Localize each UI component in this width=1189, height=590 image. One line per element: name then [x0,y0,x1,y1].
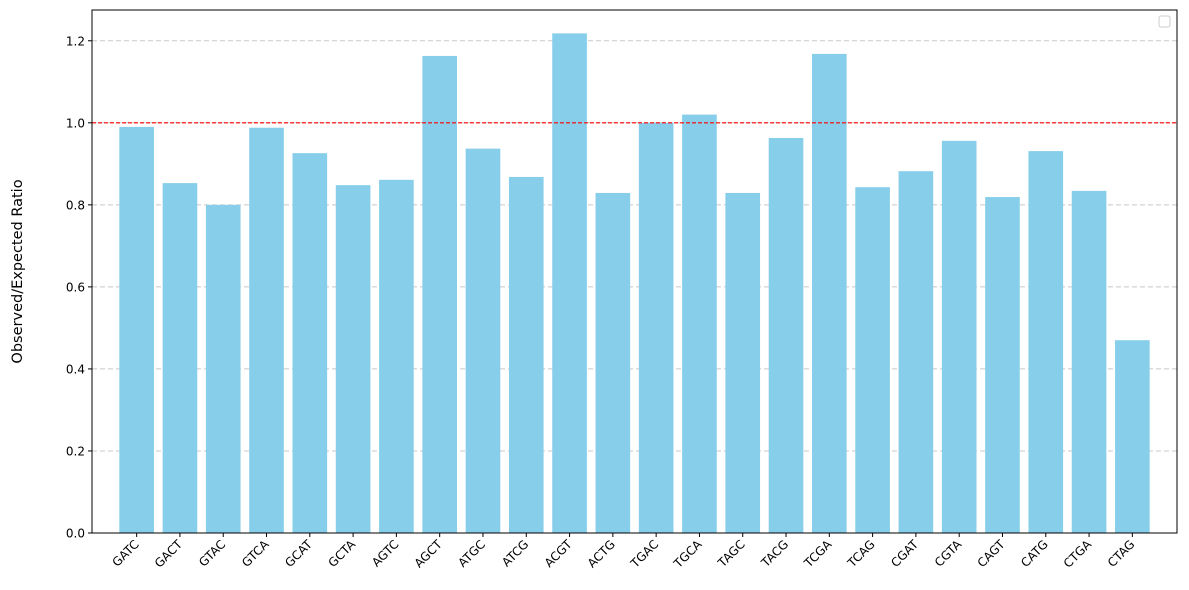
y-tick-label: 1.0 [66,116,85,130]
x-tick-label: AGTC [369,537,401,569]
x-tick-label: ACGT [542,537,575,570]
bar-actg [595,192,631,533]
x-tick-label: GCAT [282,537,315,570]
bar-agct [422,55,458,534]
y-tick-label: 0.4 [66,362,85,376]
x-tick-label: TGCA [670,537,705,572]
x-tick-label: ACTG [585,537,618,570]
bar-gact [162,183,198,534]
x-tick-label: TCAG [844,537,877,570]
x-tick-label: CGAT [888,537,921,570]
bar-catg [1028,151,1064,533]
x-tick-label: AGCT [412,537,446,571]
bar-gcat [292,153,328,533]
x-tick-label: GCTA [325,537,358,570]
x-tick-label: TACG [758,537,791,570]
y-axis-label: Observed/Expected Ratio [10,179,26,363]
x-tick-label: GTAC [196,537,228,569]
bar-atcg [508,176,544,533]
bar-gatc [119,126,154,533]
x-tick-label: TAGC [715,537,748,570]
bar-tgca [682,114,717,533]
bar-tcag [855,187,890,533]
plot-frame [91,9,1178,534]
bar-atgc [465,148,501,533]
x-tick-label: CGTA [932,537,965,570]
x-tick-label: CAGT [975,537,1008,570]
bar-cgat [898,171,934,533]
bar-tgac [638,122,674,533]
x-tick-label: GATC [110,537,142,569]
x-tick-label: TGAC [627,537,661,571]
x-tick-label: TCGA [801,537,835,571]
bar-gtac [205,204,241,533]
y-tick-label: 0.0 [66,527,85,541]
bar-tacg [768,137,804,533]
y-tick-label: 1.2 [66,34,85,48]
x-axis-ticks: GATC GACT GTAC GTCA GCAT GCTA AGTC AGCT ATGC ATCG… [110,533,1138,572]
bar-ctga [1071,190,1107,533]
x-tick-label: GACT [152,537,186,571]
bar-gcta [335,185,371,533]
x-tick-label: CTGA [1061,537,1095,571]
bar-cgta [941,140,977,534]
x-tick-label: ATGC [455,537,488,570]
y-tick-label: 0.2 [66,444,85,458]
y-tick-label: 0.6 [66,280,85,294]
x-tick-label: ATCG [499,537,531,569]
x-tick-label: CATG [1018,537,1051,570]
legend-box [1158,15,1171,28]
bar-agtc [379,179,414,534]
x-tick-label: CTAG [1105,537,1138,570]
bar-ctag [1115,340,1150,533]
y-tick-label: 0.8 [66,198,85,212]
bar-gtca [249,127,284,534]
bar-cagt [985,197,1020,533]
bar-acgt [552,33,587,534]
y-axis-ticks: 0.0 0.2 0.4 0.6 0.8 1.0 1.2 [66,34,92,541]
bar-tagc [725,192,761,533]
bars [119,33,1150,534]
bar-tcga [811,53,847,533]
x-tick-label: GTCA [239,537,272,570]
